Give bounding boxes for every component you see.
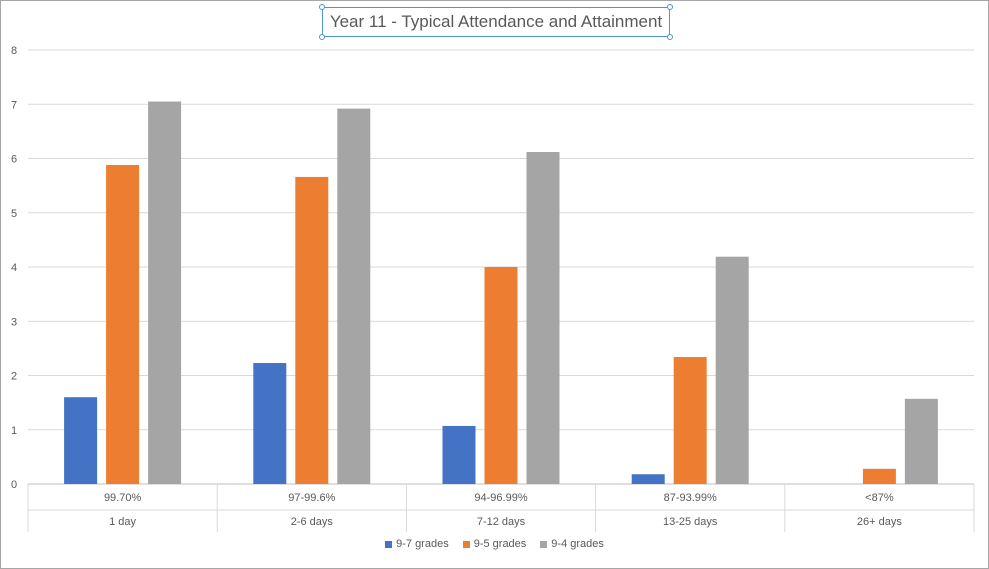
y-tick-label: 5 [11, 208, 17, 220]
chart-legend: 9-7 grades 9-5 grades 9-4 grades [0, 538, 989, 550]
y-tick-label: 1 [11, 425, 17, 437]
bar-9-7-grades [64, 397, 98, 484]
y-tick-label: 0 [11, 479, 17, 491]
x-tick-label-attendance: 99.70% [104, 492, 142, 504]
bar-9-7-grades [253, 363, 287, 484]
y-tick-label: 2 [11, 371, 17, 383]
x-tick-label-attendance: 94-96.99% [474, 492, 527, 504]
y-tick-label: 3 [11, 316, 17, 328]
bar-9-4-grades [715, 256, 749, 484]
y-tick-label: 7 [11, 99, 17, 111]
y-tick-label: 6 [11, 154, 17, 166]
bar-9-7-grades [442, 425, 476, 484]
chart-title: Year 11 - Typical Attendance and Attainm… [329, 12, 663, 31]
title-handle-bottom-right[interactable] [667, 34, 673, 40]
y-tick-label: 8 [11, 45, 17, 57]
bar-9-5-grades [862, 468, 896, 484]
bar-9-5-grades [295, 176, 329, 484]
bar-9-4-grades [148, 101, 182, 484]
legend-item: 9-4 grades [540, 538, 604, 550]
x-tick-label-days: 1 day [109, 516, 136, 528]
legend-swatch [385, 540, 393, 548]
title-handle-top-left[interactable] [319, 4, 325, 10]
bar-9-5-grades [484, 267, 518, 484]
legend-swatch [540, 540, 548, 548]
x-tick-label-days: 13-25 days [663, 516, 718, 528]
bar-9-5-grades [106, 165, 140, 484]
legend-label: 9-5 grades [473, 538, 527, 550]
title-handle-top-right[interactable] [667, 4, 673, 10]
bar-9-4-grades [337, 108, 371, 484]
legend-label: 9-4 grades [551, 538, 604, 550]
y-tick-label: 4 [11, 262, 17, 274]
bar-9-4-grades [526, 151, 560, 485]
x-tick-label-attendance: 97-99.6% [288, 492, 335, 504]
x-tick-label-days: 7-12 days [477, 516, 526, 528]
bar-9-4-grades [904, 398, 938, 484]
chart-title-box[interactable]: Year 11 - Typical Attendance and Attainm… [322, 7, 670, 37]
x-tick-label-attendance: 87-93.99% [664, 492, 717, 504]
x-tick-label-days: 26+ days [857, 516, 902, 528]
legend-label: 9-7 grades [396, 538, 449, 550]
x-tick-label-attendance: <87% [865, 492, 894, 504]
legend-item: 9-5 grades [462, 538, 527, 550]
legend-swatch [462, 540, 470, 548]
legend-item: 9-7 grades [385, 538, 449, 550]
x-tick-label-days: 2-6 days [291, 516, 334, 528]
bar-9-5-grades [673, 357, 707, 484]
title-handle-bottom-left[interactable] [319, 34, 325, 40]
bar-9-7-grades [631, 474, 665, 484]
